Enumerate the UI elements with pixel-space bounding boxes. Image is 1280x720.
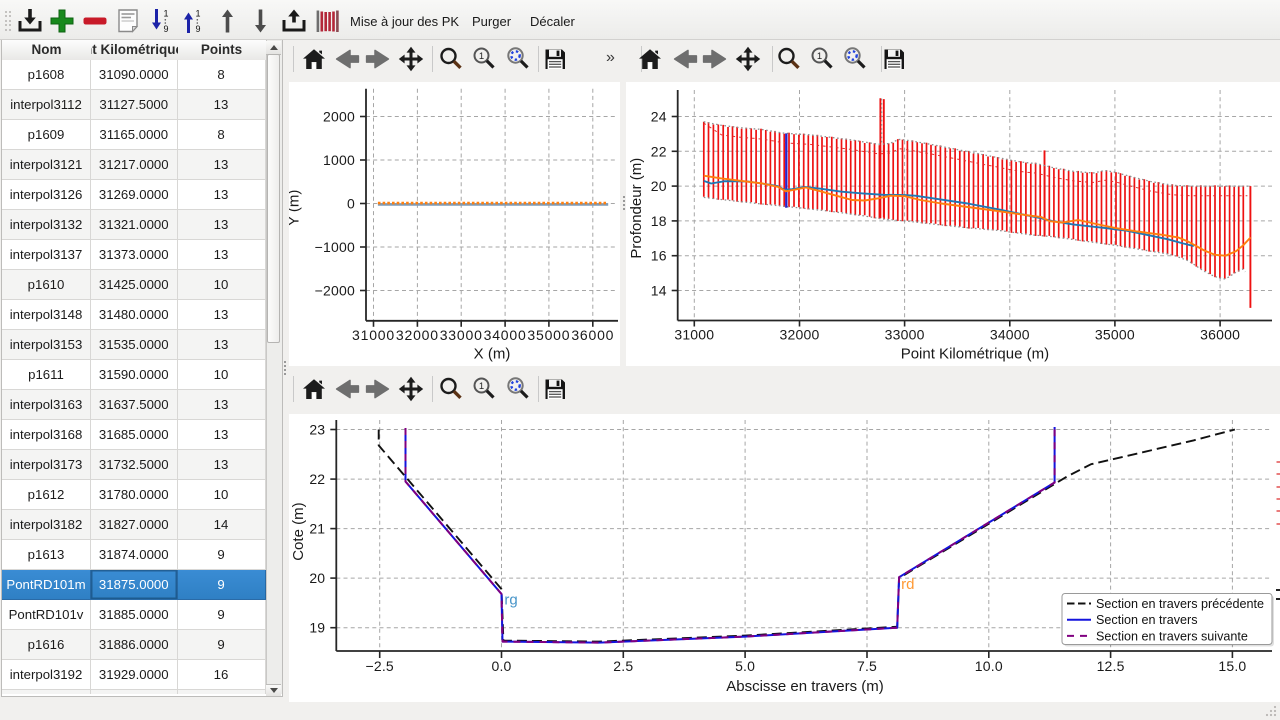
svg-text:X (m): X (m) xyxy=(474,346,511,363)
svg-text:10.0: 10.0 xyxy=(975,658,1003,674)
svg-text:0.0: 0.0 xyxy=(491,658,511,674)
svg-text:1: 1 xyxy=(479,51,484,62)
svg-text:9: 9 xyxy=(164,24,169,34)
svg-text:Profondeur (m): Profondeur (m) xyxy=(628,158,645,259)
svg-text:35000: 35000 xyxy=(527,327,570,343)
svg-text:31000: 31000 xyxy=(352,327,395,343)
svg-text:1: 1 xyxy=(479,381,484,392)
svg-text:12.5: 12.5 xyxy=(1097,658,1125,674)
svg-text:7.5: 7.5 xyxy=(857,658,877,674)
svg-text:15.0: 15.0 xyxy=(1218,658,1246,674)
svg-text:1000: 1000 xyxy=(323,152,355,168)
svg-text:Section en travers suivante: Section en travers suivante xyxy=(1096,629,1248,643)
svg-text:Section en travers: Section en travers xyxy=(1096,613,1198,627)
svg-text:Abscisse en travers (m): Abscisse en travers (m) xyxy=(726,678,884,695)
svg-text:22: 22 xyxy=(309,471,325,487)
svg-text:1: 1 xyxy=(164,9,169,19)
svg-text:35000: 35000 xyxy=(1095,327,1135,343)
svg-text:5.0: 5.0 xyxy=(735,658,755,674)
svg-text:33000: 33000 xyxy=(885,327,925,343)
svg-text:0: 0 xyxy=(347,196,355,212)
svg-text:20: 20 xyxy=(309,570,325,586)
svg-text:1: 1 xyxy=(196,9,201,19)
svg-text:Section en travers précédente: Section en travers précédente xyxy=(1096,597,1264,611)
svg-text:rd: rd xyxy=(901,576,914,593)
svg-text:31000: 31000 xyxy=(674,327,714,343)
svg-text:32000: 32000 xyxy=(396,327,439,343)
svg-text:34000: 34000 xyxy=(990,327,1030,343)
svg-text:24: 24 xyxy=(651,109,667,125)
svg-text:16: 16 xyxy=(651,248,667,264)
svg-text:32000: 32000 xyxy=(780,327,820,343)
svg-text:20: 20 xyxy=(651,178,667,194)
svg-text:Cote (m): Cote (m) xyxy=(290,502,307,560)
svg-text:−1000: −1000 xyxy=(315,239,355,255)
svg-text:2000: 2000 xyxy=(323,109,355,125)
svg-text:−2.5: −2.5 xyxy=(365,658,393,674)
svg-text:33000: 33000 xyxy=(440,327,483,343)
svg-text:14: 14 xyxy=(651,283,667,299)
svg-text:2.5: 2.5 xyxy=(613,658,633,674)
svg-text:rg: rg xyxy=(504,591,517,608)
svg-text:36000: 36000 xyxy=(1200,327,1240,343)
svg-text:22: 22 xyxy=(651,143,667,159)
svg-text:Y (m): Y (m) xyxy=(289,190,303,226)
svg-text:21: 21 xyxy=(309,521,325,537)
svg-text:18: 18 xyxy=(651,213,667,229)
svg-text:36000: 36000 xyxy=(571,327,614,343)
svg-text:1: 1 xyxy=(816,51,821,62)
svg-text:−2000: −2000 xyxy=(315,283,355,299)
svg-text:Point Kilométrique (m): Point Kilométrique (m) xyxy=(901,346,1049,363)
svg-text:34000: 34000 xyxy=(484,327,527,343)
svg-text:23: 23 xyxy=(309,422,325,438)
svg-text:9: 9 xyxy=(196,24,201,34)
svg-text:19: 19 xyxy=(309,620,325,636)
